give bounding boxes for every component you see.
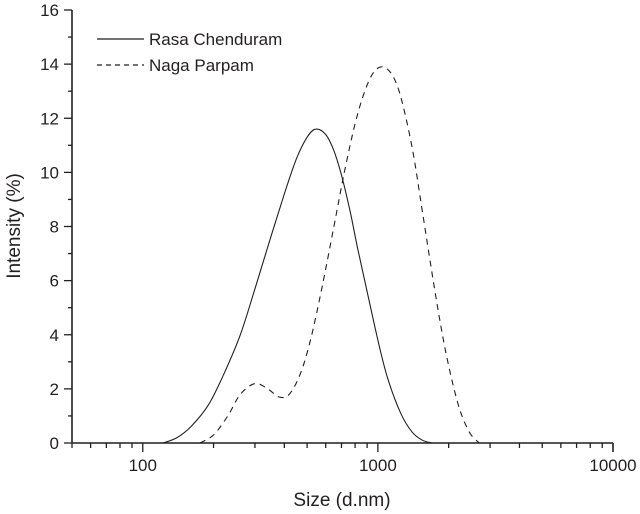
legend-item-naga-parpam: Naga Parpam: [97, 56, 254, 75]
y-tick-label: 16: [40, 1, 59, 20]
legend-label: Rasa Chenduram: [149, 30, 282, 49]
x-axis: 100 1000 10000: [71, 442, 637, 475]
y-tick-label: 6: [50, 272, 59, 291]
x-tick-label: 1000: [359, 456, 397, 475]
y-tick-label: 2: [50, 380, 59, 399]
y-axis-title: Intensity (%): [4, 173, 25, 279]
legend-label: Naga Parpam: [149, 56, 254, 75]
x-tick-label: 10000: [589, 456, 636, 475]
y-axis: 0 2 4 6 8 10 12 14 16: [40, 1, 73, 453]
x-tick-label: 100: [129, 456, 157, 475]
legend: Rasa Chenduram Naga Parpam: [97, 30, 282, 75]
y-tick-label: 4: [50, 326, 59, 345]
plot-area: [162, 66, 480, 444]
y-tick-label: 0: [50, 434, 59, 453]
y-tick-label: 12: [40, 109, 59, 128]
legend-item-rasa-chenduram: Rasa Chenduram: [97, 30, 282, 49]
y-tick-label: 10: [40, 163, 59, 182]
series-line-naga-parpam: [199, 66, 480, 444]
series-line-rasa-chenduram: [162, 128, 433, 444]
x-axis-title: Size (d.nm): [293, 490, 390, 511]
y-tick-label: 14: [40, 55, 59, 74]
y-tick-label: 8: [50, 218, 59, 237]
